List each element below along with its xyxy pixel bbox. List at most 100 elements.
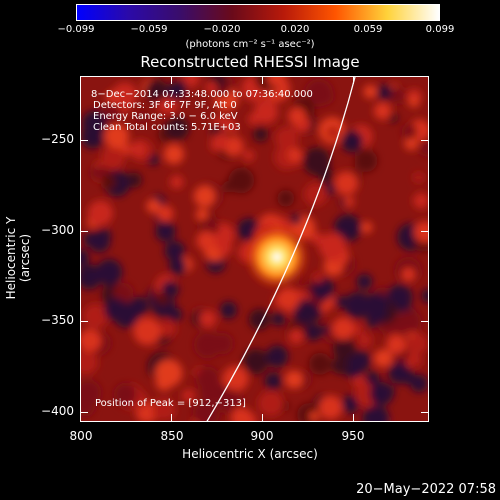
- background-blob: [258, 390, 284, 417]
- background-blob: [356, 273, 373, 290]
- background-blob: [418, 139, 428, 157]
- background-blob: [318, 232, 346, 260]
- background-blob: [103, 297, 128, 321]
- colorbar-units: (photons cm⁻² s⁻¹ asec⁻²): [185, 39, 315, 50]
- background-blob: [254, 100, 278, 124]
- background-blob: [407, 333, 428, 354]
- background-blob: [362, 405, 390, 421]
- background-blob: [264, 372, 282, 390]
- background-blob: [357, 332, 373, 348]
- background-blob: [334, 295, 347, 308]
- background-blob: [340, 130, 364, 153]
- background-blob: [365, 371, 380, 386]
- detectors: Detectors: 3F 6F 7F 9F, Att 0: [93, 100, 237, 111]
- background-blob: [243, 150, 255, 161]
- background-blob: [369, 381, 394, 406]
- background-blob: [196, 231, 216, 251]
- background-blob: [168, 307, 183, 322]
- background-blob: [413, 221, 428, 243]
- timestamp: 20−May−2022 07:58: [356, 482, 496, 497]
- background-blob: [205, 81, 218, 94]
- y-tick-label: −300: [41, 223, 74, 237]
- background-blob: [97, 228, 111, 243]
- background-blob: [277, 189, 295, 207]
- background-blob: [326, 126, 340, 139]
- background-blob: [169, 175, 184, 189]
- y-major-tick: [421, 231, 429, 232]
- background-blob: [217, 241, 232, 256]
- background-blob: [292, 299, 318, 325]
- background-blob: [156, 292, 170, 306]
- background-blob: [410, 374, 428, 393]
- background-blob: [386, 334, 407, 355]
- background-blob: [217, 388, 243, 414]
- clean-counts: Clean Total counts: 5.71E+03: [93, 122, 241, 133]
- background-blob: [100, 174, 117, 190]
- colorbar: [76, 4, 440, 21]
- background-blob: [334, 171, 359, 195]
- background-blob: [86, 271, 97, 282]
- energy-range: Energy Range: 3.0 − 6.0 keV: [93, 111, 238, 122]
- background-blob: [214, 132, 228, 147]
- background-blob: [312, 271, 324, 283]
- background-blob: [275, 126, 299, 150]
- background-blob: [304, 182, 328, 206]
- background-blob: [290, 214, 302, 225]
- background-blob: [222, 365, 249, 392]
- y-major-tick: [421, 321, 429, 322]
- background-blob: [137, 112, 148, 123]
- background-blob: [113, 383, 137, 406]
- background-blob: [421, 289, 428, 303]
- y-major-tick: [80, 140, 88, 141]
- background-blob: [222, 181, 235, 193]
- background-blob: [408, 96, 420, 108]
- background-blob: [182, 389, 195, 402]
- background-blob: [195, 208, 209, 222]
- background-blob: [145, 79, 168, 102]
- background-blob: [267, 77, 286, 88]
- background-blob: [194, 331, 222, 359]
- background-blob: [354, 149, 378, 173]
- background-blob: [366, 315, 379, 328]
- x-major-tick: [262, 76, 263, 84]
- background-blob: [398, 310, 422, 333]
- background-blob: [373, 102, 392, 120]
- x-major-tick: [353, 414, 354, 422]
- background-blob: [363, 84, 378, 99]
- background-blob: [309, 352, 332, 375]
- background-blob: [165, 116, 190, 141]
- background-blob: [230, 407, 253, 421]
- background-blob: [404, 136, 418, 151]
- background-blob: [413, 172, 424, 183]
- colorbar-tick-label: 0.059: [353, 24, 383, 35]
- background-blob: [166, 82, 185, 101]
- x-major-tick: [262, 414, 263, 422]
- background-blob: [284, 370, 303, 389]
- background-blob: [413, 192, 428, 209]
- image-canvas: [81, 77, 428, 421]
- y-tick-label: −400: [41, 404, 74, 418]
- plot-title: Reconstructed RHESSI Image: [140, 53, 360, 71]
- background-blob: [87, 200, 113, 226]
- background-blob: [157, 205, 174, 222]
- background-blob: [332, 317, 355, 340]
- x-tick-label: 900: [250, 429, 274, 443]
- background-blob: [304, 323, 323, 341]
- background-blob: [331, 357, 349, 375]
- background-blob: [248, 308, 270, 330]
- background-blob: [388, 113, 399, 123]
- background-blob: [106, 91, 119, 104]
- x-major-tick: [171, 76, 172, 84]
- background-blob: [228, 167, 255, 194]
- background-blob: [83, 303, 108, 329]
- background-blob: [287, 147, 303, 163]
- background-blob: [373, 349, 393, 368]
- colorbar-tick-label: −0.059: [130, 24, 168, 35]
- background-blob: [411, 355, 423, 367]
- background-blob: [192, 400, 220, 421]
- background-blob: [309, 411, 320, 421]
- background-blob: [388, 361, 411, 384]
- background-blob: [154, 359, 183, 387]
- background-blob: [193, 185, 216, 207]
- background-blob: [112, 82, 138, 108]
